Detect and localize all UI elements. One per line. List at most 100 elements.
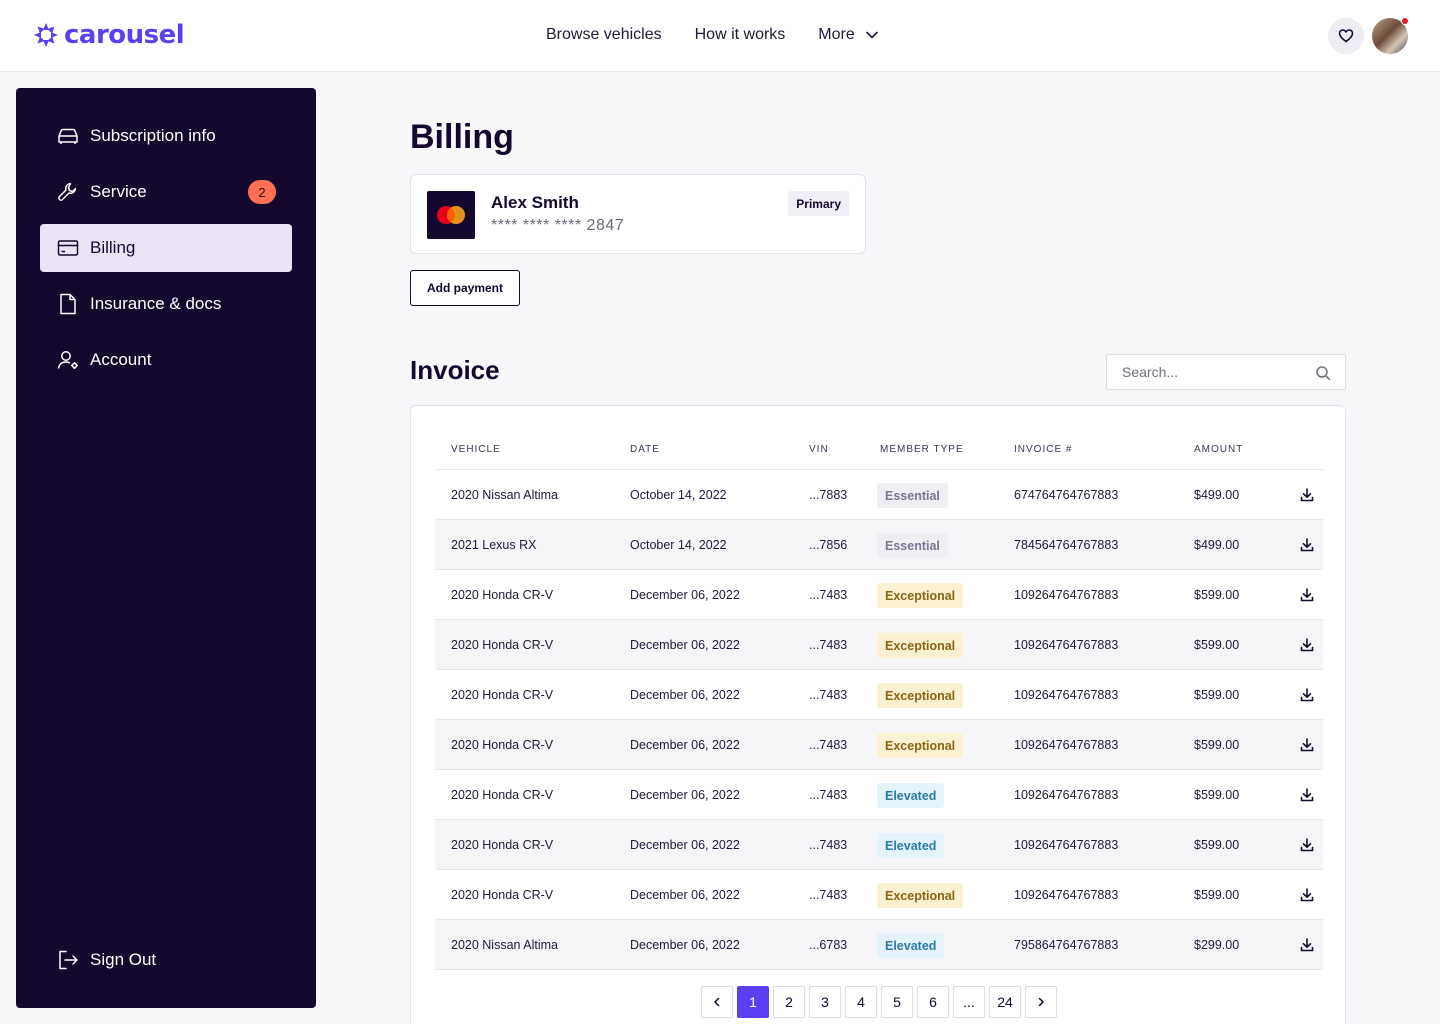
- sidebar-item-label: Insurance & docs: [90, 294, 222, 313]
- table-row: 2020 Honda CR-V December 06, 2022 ...7483 E…: [435, 670, 1323, 720]
- download-icon[interactable]: [1299, 587, 1315, 603]
- page-3-button[interactable]: 3: [809, 986, 841, 1018]
- page-5-button[interactable]: 5: [881, 986, 913, 1018]
- member-type-badge: Elevated: [877, 833, 945, 858]
- member-type-badge: Exceptional: [877, 583, 964, 608]
- download-icon[interactable]: [1299, 837, 1315, 853]
- vin-cell: ...7483: [809, 588, 848, 602]
- payment-card[interactable]: Alex Smith **** **** **** 2847 Primary: [410, 174, 866, 254]
- member-type-badge: Essential: [877, 533, 948, 558]
- table-row: 2020 Honda CR-V December 06, 2022 ...7483 E…: [435, 870, 1323, 920]
- invoice-number-cell: 795864764767883: [1014, 938, 1119, 952]
- col-amount: AMOUNT: [1194, 444, 1244, 455]
- table-row: 2021 Lexus RX October 14, 2022 ...7856 Esse…: [435, 520, 1323, 570]
- amount-cell: $599.00: [1194, 688, 1240, 702]
- download-icon[interactable]: [1299, 887, 1315, 903]
- date-cell: December 06, 2022: [630, 638, 740, 652]
- search-input[interactable]: [1122, 355, 1312, 389]
- download-icon[interactable]: [1299, 637, 1315, 653]
- sign-out-button[interactable]: Sign Out: [40, 936, 292, 984]
- pagination: 1 2 3 4 5 6 ... 24: [701, 986, 1057, 1018]
- sidebar-item-billing[interactable]: Billing: [40, 224, 292, 272]
- sidebar: Subscription info Service 2 Billing Insu…: [16, 88, 316, 1008]
- invoice-number-cell: 109264764767883: [1014, 688, 1119, 702]
- nav-more-label: More: [818, 26, 855, 43]
- heart-icon: [1338, 29, 1354, 43]
- download-icon[interactable]: [1299, 487, 1315, 503]
- table-header: VEHICLE DATE VIN MEMBER TYPE INVOICE # A…: [435, 430, 1323, 470]
- page-ellipsis: ...: [953, 986, 985, 1018]
- vehicle-cell: 2020 Honda CR-V: [451, 738, 554, 752]
- invoice-number-cell: 109264764767883: [1014, 788, 1119, 802]
- vehicle-cell: 2020 Honda CR-V: [451, 838, 554, 852]
- page-4-button[interactable]: 4: [845, 986, 877, 1018]
- search-icon[interactable]: [1315, 365, 1331, 381]
- wishlist-button[interactable]: [1328, 18, 1364, 54]
- vehicle-cell: 2020 Honda CR-V: [451, 888, 554, 902]
- invoice-number-cell: 109264764767883: [1014, 738, 1119, 752]
- member-type-badge: Essential: [877, 483, 948, 508]
- add-payment-button[interactable]: Add payment: [410, 270, 520, 306]
- page-1-button[interactable]: 1: [737, 986, 769, 1018]
- table-row: 2020 Nissan Altima October 14, 2022 ...788…: [435, 470, 1323, 520]
- cardholder-name: Alex Smith: [491, 193, 579, 212]
- table-row: 2020 Honda CR-V December 06, 2022 ...7483 E…: [435, 620, 1323, 670]
- invoice-number-cell: 674764764767883: [1014, 488, 1119, 502]
- amount-cell: $599.00: [1194, 588, 1240, 602]
- nav-browse-vehicles[interactable]: Browse vehicles: [546, 26, 662, 43]
- table-row: 2020 Honda CR-V December 06, 2022 ...7483 E…: [435, 770, 1323, 820]
- page-2-button[interactable]: 2: [773, 986, 805, 1018]
- download-icon[interactable]: [1299, 787, 1315, 803]
- brand-name: carousel: [64, 20, 185, 50]
- date-cell: December 06, 2022: [630, 738, 740, 752]
- vin-cell: ...7883: [809, 488, 848, 502]
- invoice-number-cell: 109264764767883: [1014, 888, 1119, 902]
- prev-page-button[interactable]: [701, 986, 733, 1018]
- sidebar-item-subscription-info[interactable]: Subscription info: [40, 112, 292, 160]
- page-6-button[interactable]: 6: [917, 986, 949, 1018]
- invoice-number-cell: 109264764767883: [1014, 588, 1119, 602]
- date-cell: December 06, 2022: [630, 888, 740, 902]
- download-icon[interactable]: [1299, 737, 1315, 753]
- invoice-search: [1106, 354, 1346, 390]
- date-cell: December 06, 2022: [630, 588, 740, 602]
- amount-cell: $599.00: [1194, 738, 1240, 752]
- table-row: 2020 Nissan Altima December 06, 2022 ...67…: [435, 920, 1323, 970]
- next-page-button[interactable]: [1025, 986, 1057, 1018]
- invoice-number-cell: 109264764767883: [1014, 638, 1119, 652]
- page-title: Billing: [410, 118, 514, 156]
- carousel-logo[interactable]: carousel: [32, 20, 185, 50]
- sidebar-item-label: Service: [90, 182, 147, 201]
- member-type-badge: Elevated: [877, 783, 945, 808]
- vehicle-cell: 2020 Nissan Altima: [451, 488, 559, 502]
- download-icon[interactable]: [1299, 537, 1315, 553]
- nav-more[interactable]: More: [818, 26, 878, 44]
- amount-cell: $299.00: [1194, 938, 1240, 952]
- member-type-badge: Exceptional: [877, 633, 964, 658]
- table-row: 2020 Honda CR-V December 06, 2022 ...7483 E…: [435, 570, 1323, 620]
- col-invoice-number: INVOICE #: [1014, 444, 1073, 455]
- top-navigation: carousel Browse vehicles How it works Mo…: [0, 0, 1440, 72]
- vin-cell: ...6783: [809, 938, 848, 952]
- sidebar-item-insurance-docs[interactable]: Insurance & docs: [40, 280, 292, 328]
- nav-how-it-works[interactable]: How it works: [694, 26, 786, 43]
- member-type-badge: Exceptional: [877, 883, 964, 908]
- sidebar-item-label: Subscription info: [90, 126, 216, 145]
- sidebar-item-account[interactable]: Account: [40, 336, 292, 384]
- car-icon: [58, 128, 78, 144]
- member-type-badge: Exceptional: [877, 733, 964, 758]
- sidebar-item-service[interactable]: Service 2: [40, 168, 292, 216]
- member-type-badge: Elevated: [877, 933, 945, 958]
- download-icon[interactable]: [1299, 687, 1315, 703]
- main-nav: Browse vehicles How it works More: [546, 26, 879, 44]
- amount-cell: $599.00: [1194, 638, 1240, 652]
- col-vehicle: VEHICLE: [451, 444, 501, 455]
- sidebar-item-label: Account: [90, 350, 152, 369]
- page-24-button[interactable]: 24: [989, 986, 1021, 1018]
- table-row: 2020 Honda CR-V December 06, 2022 ...7483 E…: [435, 820, 1323, 870]
- download-icon[interactable]: [1299, 937, 1315, 953]
- amount-cell: $599.00: [1194, 838, 1240, 852]
- date-cell: October 14, 2022: [630, 488, 727, 502]
- sign-out-label: Sign Out: [90, 950, 157, 969]
- date-cell: December 06, 2022: [630, 788, 740, 802]
